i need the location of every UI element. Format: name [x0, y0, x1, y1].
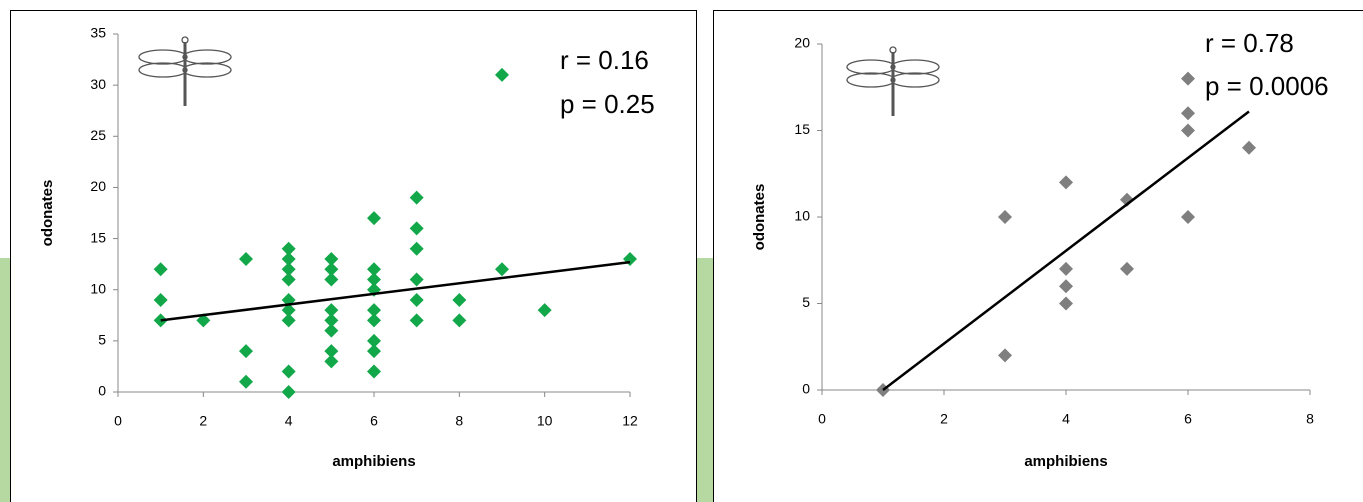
y-tick-label: 25 [90, 127, 106, 143]
x-tick-label: 0 [114, 413, 122, 429]
x-tick-label: 8 [455, 413, 463, 429]
x-tick-label: 2 [940, 411, 948, 427]
x-axis-title: amphibiens [332, 453, 415, 470]
annotation: p = 0.0006 [1205, 71, 1329, 101]
y-tick-label: 15 [90, 229, 106, 245]
x-tick-label: 6 [1184, 411, 1192, 427]
y-tick-label: 20 [90, 178, 106, 194]
x-tick-label: 8 [1306, 411, 1314, 427]
x-tick-label: 0 [818, 411, 826, 427]
annotation: r = 0.78 [1205, 28, 1294, 58]
y-tick-label: 10 [794, 208, 810, 224]
y-tick-label: 20 [794, 35, 810, 51]
page: 05101520253035024681012amphibiensodonate… [0, 0, 1363, 502]
y-tick-label: 15 [794, 121, 810, 137]
x-tick-label: 4 [285, 413, 293, 429]
y-tick-label: 35 [90, 25, 106, 41]
y-axis-title: odonates [751, 184, 768, 251]
x-tick-label: 2 [199, 413, 207, 429]
y-tick-label: 10 [90, 280, 106, 296]
y-tick-label: 0 [98, 383, 106, 399]
annotation: r = 0.16 [560, 45, 649, 75]
figure: 05101520253035024681012amphibiensodonate… [0, 0, 1363, 502]
x-tick-label: 6 [370, 413, 378, 429]
annotation: p = 0.25 [560, 89, 655, 119]
y-axis-title: odonates [39, 180, 56, 247]
y-tick-label: 5 [98, 332, 106, 348]
y-tick-label: 30 [90, 76, 106, 92]
y-tick-label: 5 [802, 294, 810, 310]
x-tick-label: 4 [1062, 411, 1070, 427]
x-axis-title: amphibiens [1024, 453, 1107, 470]
y-tick-label: 0 [802, 381, 810, 397]
x-tick-label: 10 [537, 413, 553, 429]
x-tick-label: 12 [622, 413, 638, 429]
